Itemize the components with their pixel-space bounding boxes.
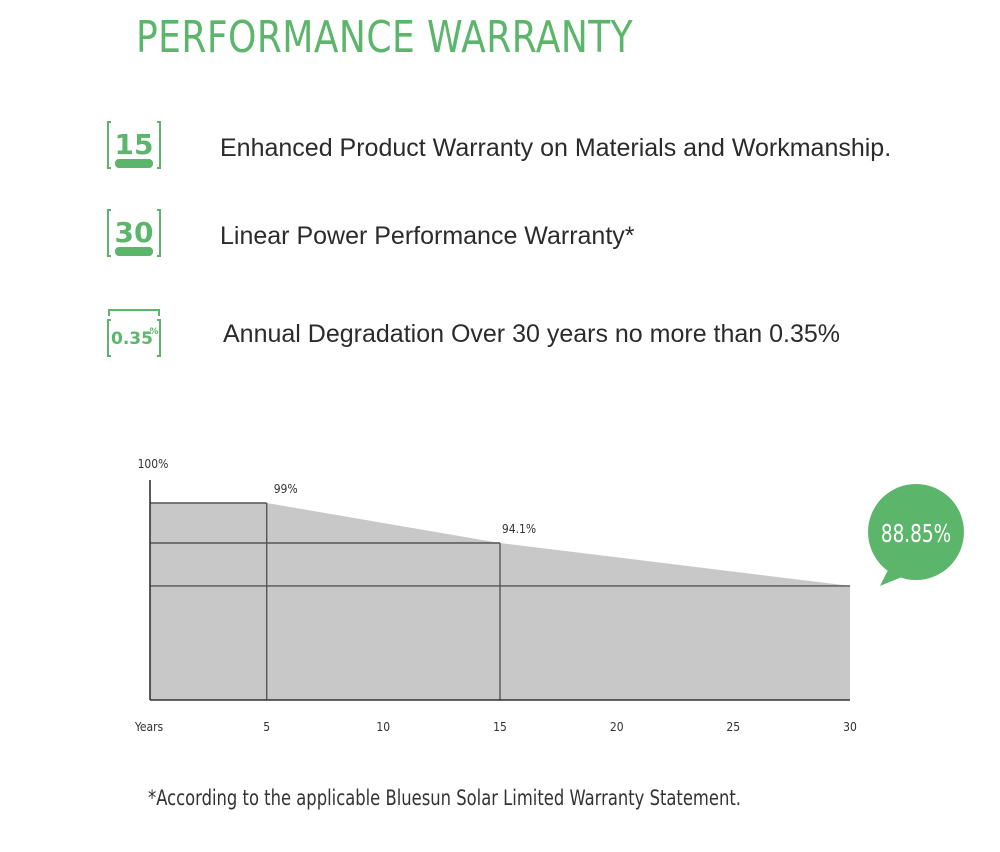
callout-value: 88.85% <box>881 520 951 548</box>
warranty-chart: 100% Years 5 10 15 20 25 30 99% 94.1% 88.85% <box>134 457 964 734</box>
x-tick-label: 5 <box>263 720 270 734</box>
data-label: 99% <box>274 482 298 496</box>
x-tick-label: 30 <box>843 720 857 734</box>
x-axis-label: Years <box>134 720 164 734</box>
feature-text: Annual Degradation Over 30 years no more… <box>223 320 841 348</box>
x-tick-label: 10 <box>376 720 390 734</box>
degradation-icon: 0.35 % <box>107 309 161 357</box>
y-axis-label: 100% <box>138 457 169 471</box>
svg-text:15: 15 <box>115 128 154 161</box>
warranty-15-icon: 15 <box>107 121 161 169</box>
feature-text: Linear Power Performance Warranty* <box>220 222 635 250</box>
callout-bubble <box>868 484 964 580</box>
x-tick-label: 15 <box>493 720 507 734</box>
warranty-30-icon: 30 <box>107 209 161 257</box>
page-title: PERFORMANCE WARRANTY <box>136 12 634 63</box>
feature-text: Enhanced Product Warranty on Materials a… <box>220 134 892 162</box>
svg-text:0.35: 0.35 <box>111 329 153 349</box>
data-label: 94.1% <box>502 522 536 536</box>
footnote: *According to the applicable Bluesun Sol… <box>148 786 741 810</box>
x-tick-label: 20 <box>610 720 624 734</box>
x-tick-label: 25 <box>726 720 740 734</box>
svg-text:%: % <box>149 327 158 337</box>
svg-text:30: 30 <box>115 216 154 249</box>
